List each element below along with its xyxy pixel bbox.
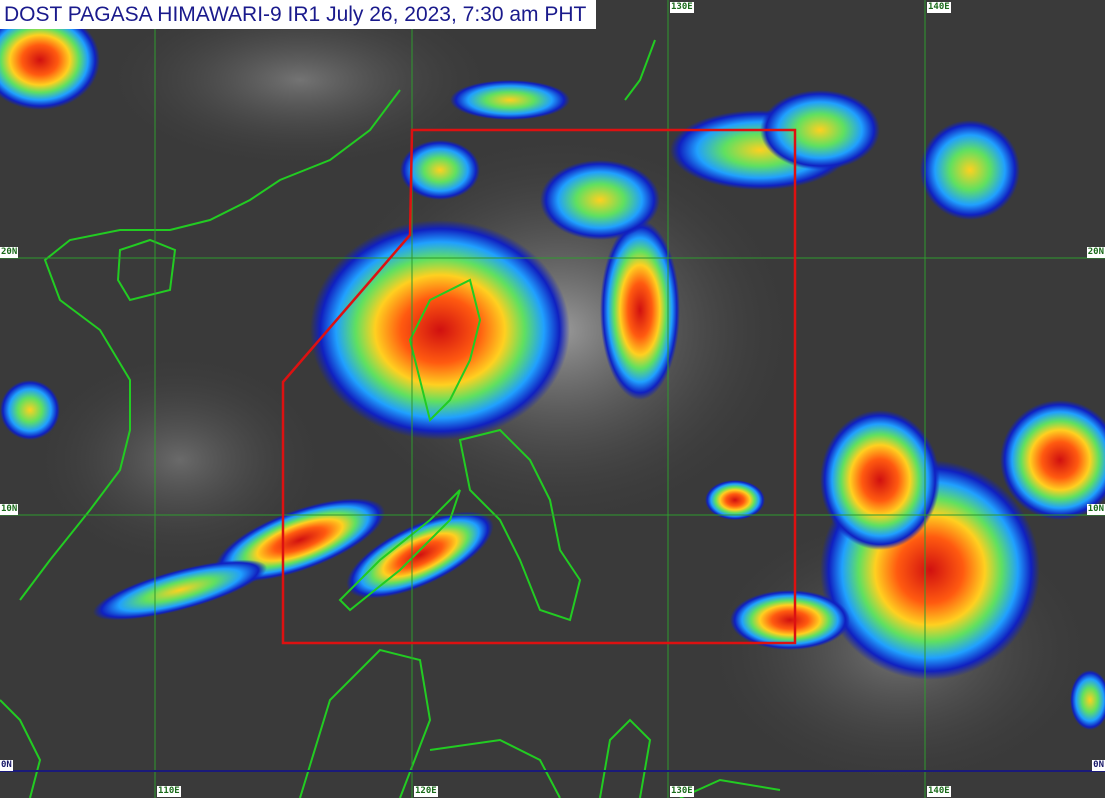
lon-label-120e: 120E xyxy=(414,786,438,797)
lat-label-0n-right: 0N xyxy=(1092,760,1105,771)
lon-label-130e-top: 130E xyxy=(670,2,694,13)
coastlines xyxy=(0,39,781,798)
lat-label-0n-left: 0N xyxy=(0,760,13,771)
lon-label-140e: 140E xyxy=(927,786,951,797)
lat-label-10n-right: 10N xyxy=(1086,504,1105,515)
image-title: DOST PAGASA HIMAWARI-9 IR1 July 26, 2023… xyxy=(0,0,596,29)
lat-label-20n-right: 20N xyxy=(1086,247,1105,258)
lon-label-140e-top: 140E xyxy=(927,2,951,13)
lon-label-110e: 110E xyxy=(157,786,181,797)
lat-label-20n-left: 20N xyxy=(0,247,19,258)
lat-label-10n-left: 10N xyxy=(0,504,19,515)
lon-label-130e: 130E xyxy=(670,786,694,797)
par-boundary xyxy=(281,128,797,645)
